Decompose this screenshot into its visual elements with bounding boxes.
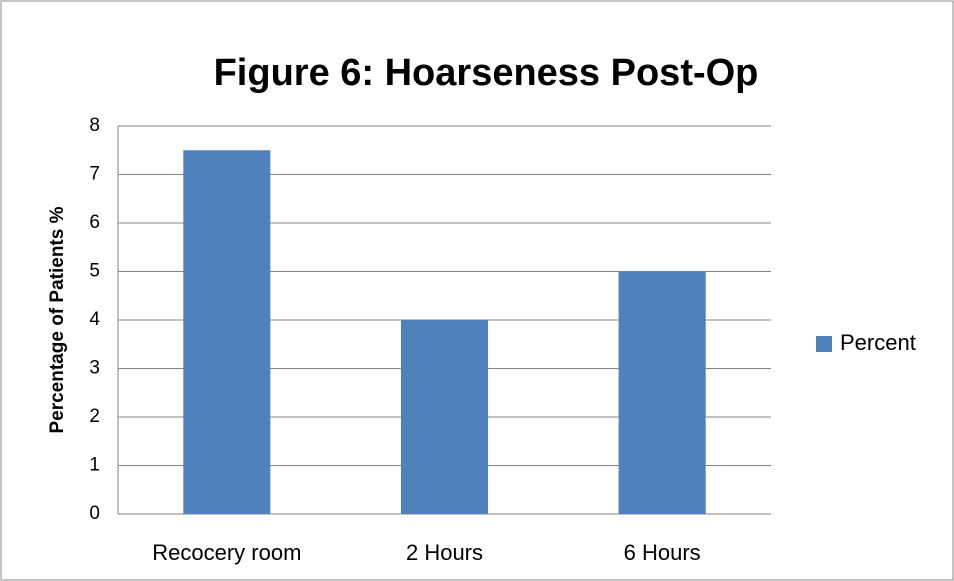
y-tick-label: 0	[89, 503, 100, 524]
y-tick-label: 2	[89, 406, 100, 427]
y-tick-label: 5	[89, 261, 100, 282]
x-tick-label: 2 Hours	[406, 540, 483, 565]
y-axis-label: Percentage of Patients %	[47, 206, 68, 433]
y-tick-label: 7	[89, 164, 100, 185]
y-tick-label: 6	[89, 212, 100, 233]
legend-swatch	[816, 336, 832, 352]
y-tick-label: 4	[89, 309, 100, 330]
bar	[183, 150, 271, 514]
bar	[400, 320, 489, 514]
chart-title: Figure 6: Hoarseness Post-Op	[214, 52, 759, 94]
bar	[618, 271, 706, 514]
y-tick-label: 1	[89, 455, 100, 476]
legend-label: Percent	[840, 330, 916, 355]
y-tick-label: 3	[89, 358, 100, 379]
x-tick-label: 6 Hours	[624, 540, 701, 565]
y-tick-label: 8	[89, 115, 100, 136]
x-tick-label: Recocery room	[152, 540, 301, 565]
